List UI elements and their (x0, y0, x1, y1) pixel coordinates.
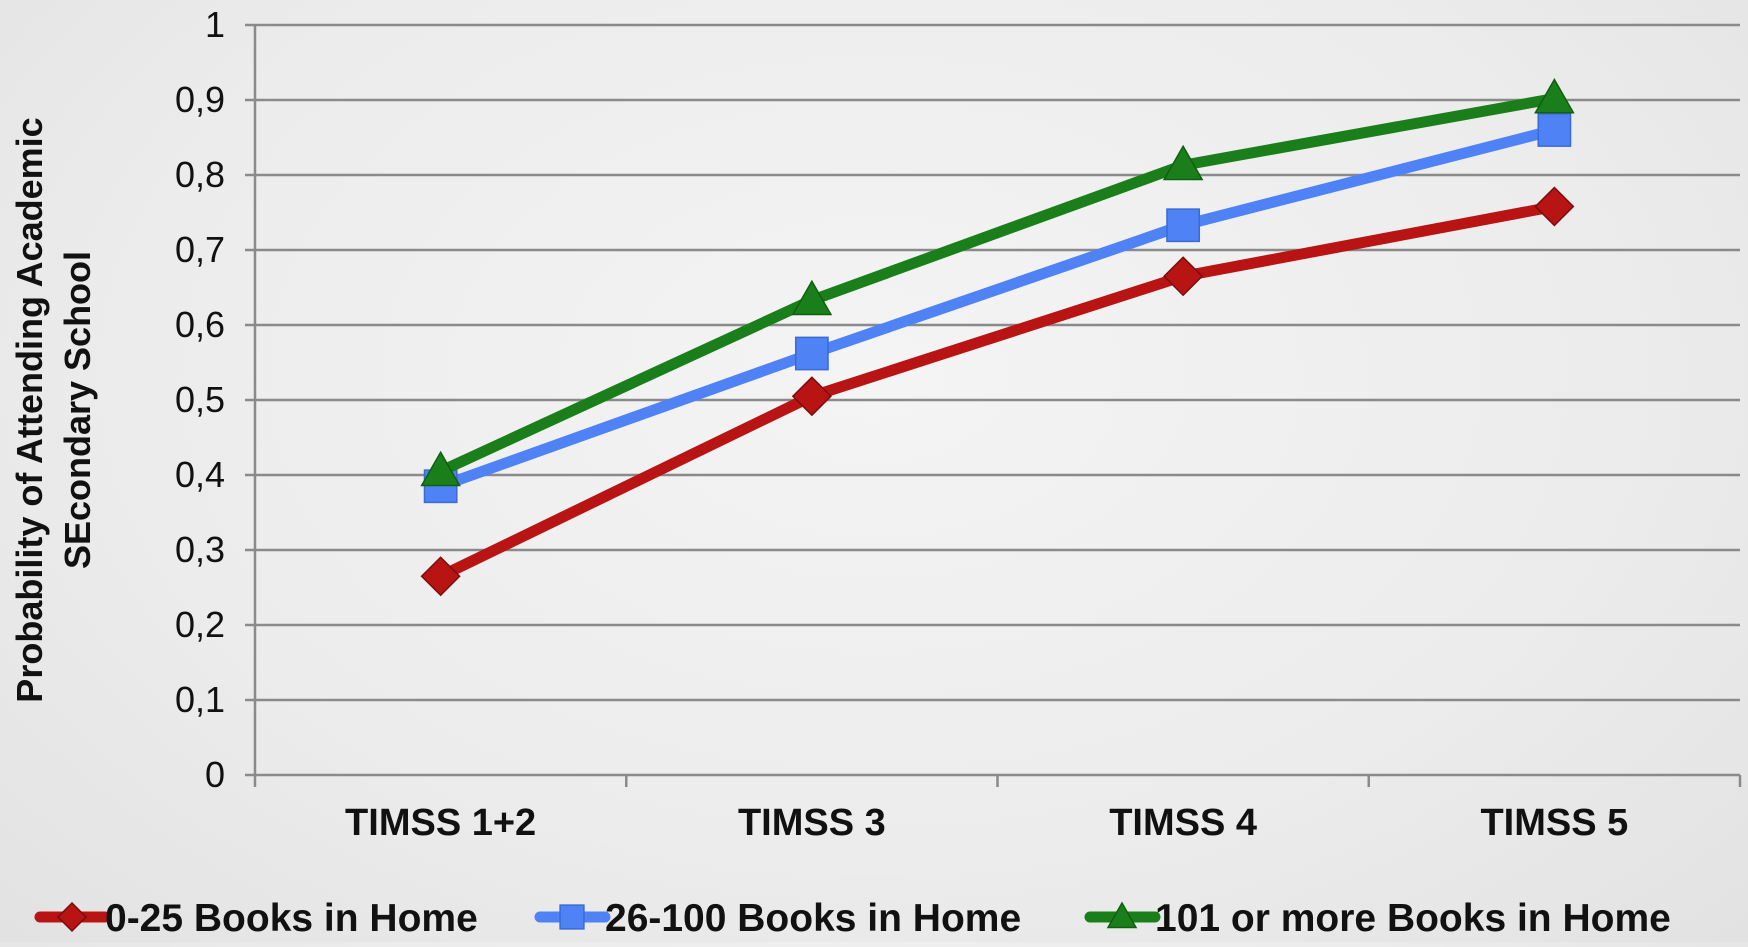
data-point (796, 337, 828, 369)
gridlines (255, 25, 1740, 700)
x-tick-label: TIMSS 1+2 (345, 802, 536, 844)
y-tick-label: 0,2 (175, 604, 225, 645)
data-point (1535, 188, 1573, 226)
y-axis-label-line-2: SEcondary School (57, 251, 98, 569)
y-tick-labels: 0 0,1 0,2 0,3 0,4 0,5 0,6 0,7 0,8 0,9 1 (175, 4, 225, 795)
x-tick-label: TIMSS 4 (1109, 802, 1257, 844)
x-tick-label: TIMSS 5 (1480, 802, 1628, 844)
data-point (1538, 114, 1570, 146)
series-1 (422, 188, 1574, 596)
y-tick-label: 0,8 (175, 154, 225, 195)
legend-label: 26-100 Books in Home (605, 897, 1021, 940)
data-point (1164, 257, 1202, 295)
legend-entry-1: 0-25 Books in Home (40, 897, 478, 940)
legend-marker (58, 903, 86, 931)
data-point (422, 557, 460, 595)
x-tick-label: TIMSS 3 (738, 802, 886, 844)
y-tick-label: 0,1 (175, 679, 225, 720)
legend-label: 101 or more Books in Home (1155, 897, 1671, 940)
legend: 0-25 Books in Home 26-100 Books in Home 10… (40, 897, 1671, 940)
data-point (793, 377, 831, 415)
legend-entry-3: 101 or more Books in Home (1090, 897, 1671, 940)
y-tick-label: 0,6 (175, 304, 225, 345)
y-tick-label: 0,3 (175, 529, 225, 570)
y-axis-label-line-1: Probability of Attending Academic (9, 117, 50, 702)
legend-label: 0-25 Books in Home (105, 897, 478, 940)
x-tick-labels: TIMSS 1+2 TIMSS 3 TIMSS 4 TIMSS 5 (345, 802, 1628, 844)
legend-entry-2: 26-100 Books in Home (540, 897, 1021, 940)
data-point (1167, 209, 1199, 241)
legend-marker (560, 905, 584, 929)
y-tick-label: 0,9 (175, 79, 225, 120)
series-line (441, 130, 1555, 486)
series-2 (424, 114, 1570, 503)
y-axis-label: Probability of Attending Academic SEcond… (9, 117, 98, 702)
series-3 (422, 80, 1574, 486)
y-tick-label: 0 (205, 754, 225, 795)
y-tick-label: 0,7 (175, 229, 225, 270)
y-tick-label: 0,5 (175, 379, 225, 420)
y-tick-label: 0,4 (175, 454, 225, 495)
y-tick-label: 1 (205, 4, 225, 45)
series (422, 80, 1574, 596)
